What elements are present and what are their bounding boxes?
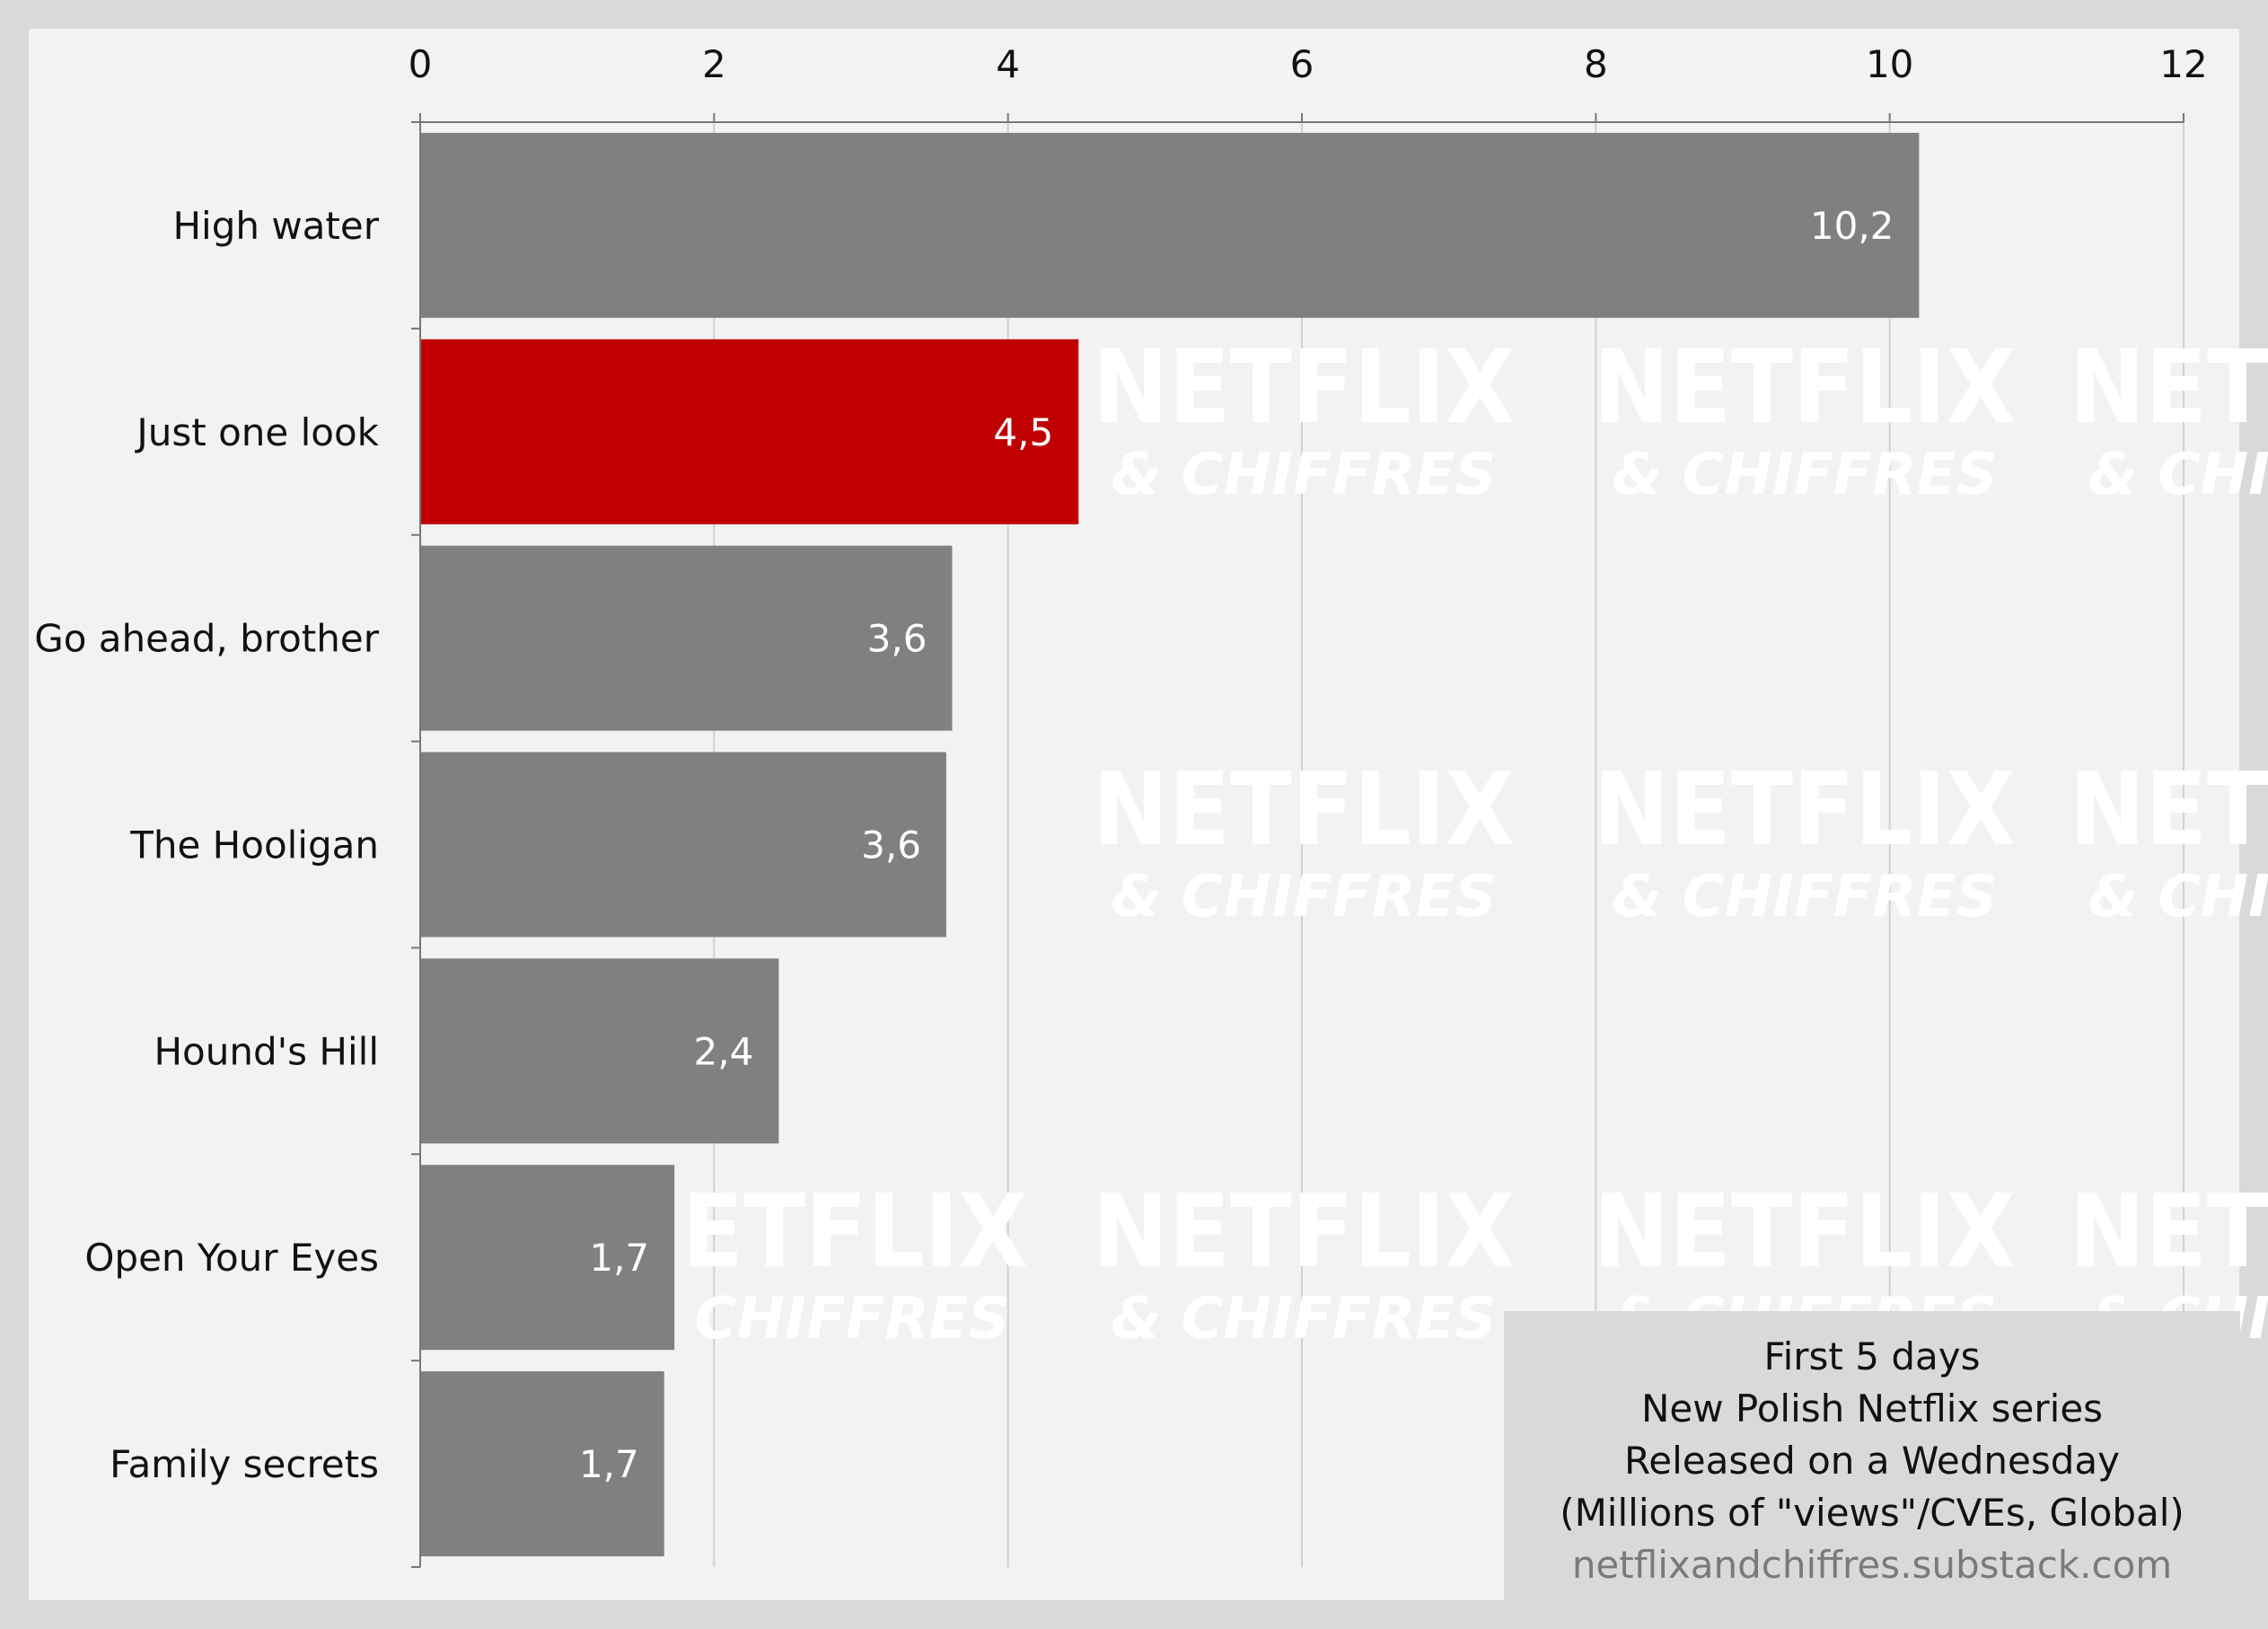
info-line-2: New Polish Netflix series	[1640, 1387, 2104, 1431]
watermark-sub: & CHIFFRES	[1613, 442, 1998, 508]
bar-value-label: 1,7	[579, 1442, 639, 1486]
info-line-1: First 5 days	[1763, 1334, 1981, 1378]
bar-value-label: 3,6	[867, 617, 927, 661]
source-url: netflixandchiffres.substack.com	[1571, 1543, 2173, 1587]
category-label: Go ahead, brother	[34, 617, 380, 661]
x-tick-label: 2	[702, 42, 726, 86]
category-label: Just one look	[134, 410, 379, 454]
category-label: The Hooligan	[129, 823, 379, 867]
bar-value-label: 2,4	[694, 1029, 754, 1073]
bar	[421, 958, 779, 1144]
watermark-sub: & CHIFFRES	[1112, 442, 1497, 508]
bar-value-label: 10,2	[1810, 204, 1894, 248]
category-label: High water	[172, 204, 379, 248]
category-label: Hound's Hill	[154, 1029, 379, 1073]
watermark-brand: NETFLIX	[1594, 330, 2016, 446]
bar-value-label: 3,6	[861, 823, 921, 867]
axes: 0 2 4 6 8 10 12 High water Just one look Go ahead…	[34, 42, 2208, 1568]
watermark-brand: NETFLIX	[2070, 330, 2268, 446]
x-tick-label: 4	[996, 42, 1020, 86]
x-tick-label: 10	[1866, 42, 1913, 86]
watermark-brand: NETFLIX	[1093, 1174, 1515, 1290]
category-label: Family secrets	[110, 1442, 379, 1486]
bar	[421, 1371, 664, 1557]
watermark-sub: & CHIFFRES	[1112, 1286, 1497, 1352]
watermark-brand: NETFLIX	[1594, 1174, 2016, 1290]
bar	[421, 339, 1079, 524]
watermark-sub: & CHIFFRES	[2088, 442, 2268, 508]
bar	[421, 545, 953, 731]
x-tick-label: 0	[409, 42, 433, 86]
x-tick-label: 12	[2159, 42, 2207, 86]
watermark-brand: NETFLIX	[606, 1174, 1028, 1290]
info-box: First 5 days New Polish Netflix series R…	[1504, 1311, 2240, 1600]
watermark-sub: & CHIFFRES	[1112, 864, 1497, 930]
bar-value-label: 1,7	[589, 1236, 649, 1280]
watermark-sub: & CHIFFRES	[1613, 864, 1998, 930]
watermark-sub: & CHIFFRES	[2088, 864, 2268, 930]
watermark-brand: NETFLIX	[1093, 752, 1515, 868]
bars: 10,2 4,5 3,6 3,6 2,4 1,7 1,7	[421, 132, 1920, 1557]
watermark-brand: NETFLIX	[2070, 1174, 2268, 1290]
watermark-brand: NETFLIX	[2070, 752, 2268, 868]
x-tick-label: 8	[1584, 42, 1608, 86]
bar	[421, 132, 1920, 318]
category-label: Open Your Eyes	[84, 1236, 379, 1280]
watermark-brand: NETFLIX	[1093, 330, 1515, 446]
watermark-sub: & CHIFFRES	[625, 1286, 1010, 1352]
bar	[421, 752, 946, 938]
x-tick-label: 6	[1290, 42, 1314, 86]
info-line-4: (Millions of "views"/CVEs, Global)	[1560, 1491, 2184, 1535]
bar	[421, 1165, 675, 1351]
watermark-brand: NETFLIX	[1594, 752, 2016, 868]
info-line-3: Released on a Wednesday	[1623, 1439, 2121, 1483]
bar-value-label: 4,5	[993, 410, 1053, 454]
